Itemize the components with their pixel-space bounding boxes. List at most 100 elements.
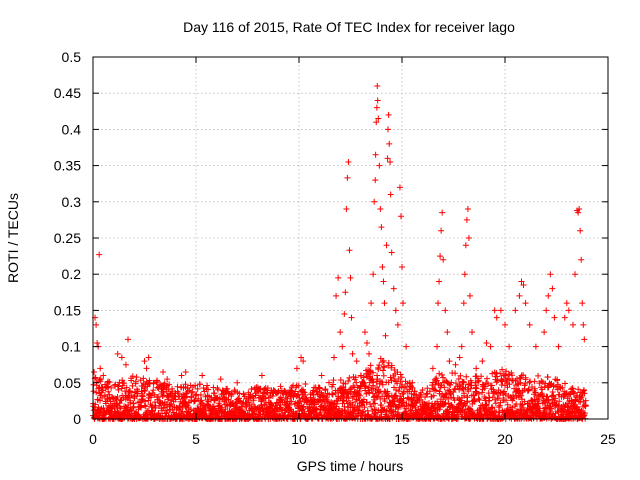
x-tick-label: 5 bbox=[192, 431, 200, 447]
noise-point bbox=[133, 393, 140, 400]
data-point bbox=[114, 350, 121, 357]
noise-point bbox=[481, 383, 488, 390]
noise-point bbox=[186, 387, 193, 394]
data-point bbox=[374, 82, 381, 89]
data-point bbox=[341, 311, 348, 318]
noise-point bbox=[422, 401, 429, 408]
noise-point bbox=[539, 392, 546, 399]
noise-point bbox=[142, 387, 149, 394]
data-point bbox=[581, 336, 588, 343]
data-point bbox=[577, 227, 584, 234]
noise-point bbox=[370, 379, 377, 386]
data-point bbox=[419, 387, 426, 394]
noise-point bbox=[488, 382, 495, 389]
noise-point bbox=[257, 385, 264, 392]
noise-point bbox=[397, 371, 404, 378]
noise-point bbox=[205, 386, 212, 393]
noise-point bbox=[379, 381, 386, 388]
data-point bbox=[376, 162, 383, 169]
noise-point bbox=[532, 389, 539, 396]
noise-point bbox=[127, 397, 134, 404]
data-point bbox=[545, 292, 552, 299]
data-point bbox=[377, 206, 384, 213]
noise-point bbox=[290, 393, 297, 400]
noise-point bbox=[146, 377, 153, 384]
noise-point bbox=[282, 409, 289, 416]
data-point bbox=[526, 321, 533, 328]
noise-point bbox=[522, 376, 529, 383]
noise-point bbox=[518, 392, 525, 399]
data-point bbox=[353, 358, 360, 365]
data-point bbox=[387, 191, 394, 198]
noise-point bbox=[549, 389, 556, 396]
noise-point bbox=[561, 380, 568, 387]
noise-point bbox=[376, 362, 383, 369]
noise-point bbox=[231, 387, 238, 394]
data-point bbox=[392, 307, 399, 314]
data-point bbox=[399, 263, 405, 270]
noise-point bbox=[188, 389, 195, 396]
noise-point bbox=[395, 388, 402, 395]
noise-point bbox=[361, 404, 368, 411]
data-point bbox=[345, 158, 352, 165]
noise-point bbox=[323, 394, 330, 401]
data-point bbox=[342, 289, 349, 296]
noise-point bbox=[115, 386, 122, 393]
x-tick-label: 10 bbox=[291, 431, 307, 447]
noise-point bbox=[296, 394, 303, 401]
noise-point bbox=[415, 406, 422, 413]
noise-point bbox=[144, 383, 151, 390]
noise-point bbox=[330, 377, 337, 384]
noise-point bbox=[366, 367, 373, 374]
x-axis-label: GPS time / hours bbox=[297, 458, 404, 474]
data-point bbox=[381, 300, 388, 307]
data-point bbox=[164, 376, 171, 383]
noise-point bbox=[300, 388, 307, 395]
data-point bbox=[561, 314, 568, 321]
noise-point bbox=[388, 362, 395, 369]
data-point bbox=[506, 343, 513, 350]
data-point bbox=[337, 329, 344, 336]
data-point bbox=[378, 224, 385, 231]
noise-point bbox=[375, 389, 382, 396]
data-point bbox=[160, 368, 167, 375]
noise-point bbox=[362, 383, 369, 390]
data-point bbox=[383, 242, 390, 249]
data-point bbox=[258, 372, 265, 379]
data-point bbox=[502, 321, 508, 328]
noise-point bbox=[517, 406, 524, 413]
noise-point bbox=[97, 375, 104, 382]
data-point bbox=[96, 251, 103, 258]
noise-point bbox=[381, 364, 388, 371]
data-point bbox=[379, 263, 386, 270]
noise-point bbox=[575, 386, 582, 393]
noise-point bbox=[313, 405, 320, 412]
noise-point bbox=[580, 387, 587, 394]
noise-point bbox=[422, 394, 429, 401]
data-point bbox=[374, 97, 381, 104]
noise-point bbox=[166, 381, 173, 388]
noise-point bbox=[552, 395, 559, 402]
data-point bbox=[91, 368, 98, 375]
noise-point bbox=[385, 359, 392, 366]
noise-point bbox=[571, 389, 578, 396]
noise-point bbox=[525, 386, 532, 393]
noise-point bbox=[132, 378, 139, 385]
data-point bbox=[384, 155, 391, 162]
noise-point bbox=[322, 387, 329, 394]
noise-point bbox=[460, 379, 467, 386]
data-point bbox=[580, 321, 587, 328]
data-point bbox=[339, 343, 346, 350]
noise-point bbox=[423, 391, 430, 398]
noise-point bbox=[369, 369, 376, 376]
y-tick-label: 0.5 bbox=[62, 49, 82, 65]
noise-point bbox=[361, 382, 368, 389]
noise-point bbox=[371, 400, 378, 407]
data-point bbox=[346, 247, 353, 254]
noise-point bbox=[141, 387, 148, 394]
noise-point bbox=[394, 369, 401, 376]
noise-point bbox=[467, 385, 474, 392]
noise-point bbox=[215, 386, 222, 393]
data-point bbox=[400, 300, 407, 307]
data-point bbox=[388, 249, 395, 256]
